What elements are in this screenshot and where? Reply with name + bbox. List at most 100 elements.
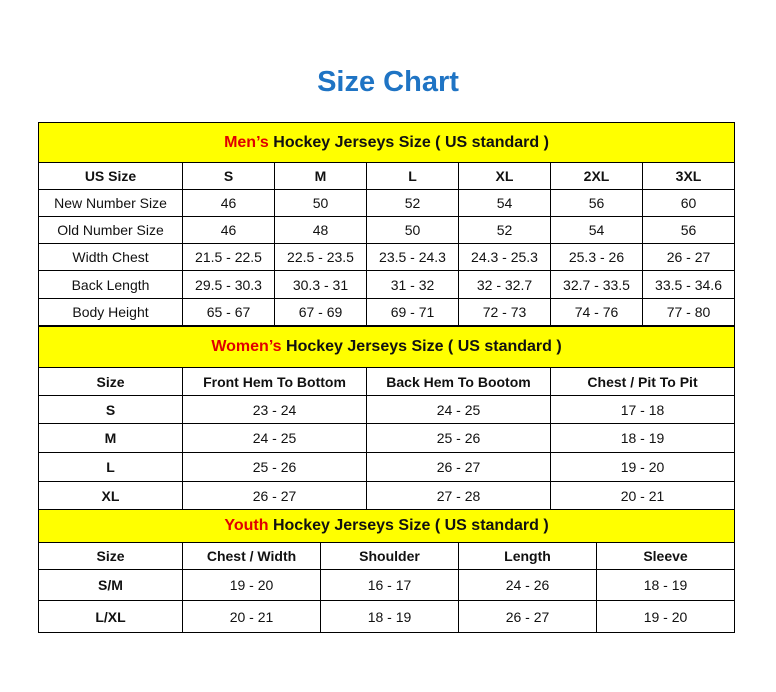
table-cell: 25 - 26 <box>366 423 551 453</box>
table-cell: 46 <box>182 216 275 244</box>
table-cell: 67 - 69 <box>274 298 367 326</box>
column-header: Chest / Pit To Pit <box>549 367 736 396</box>
table-cell: 31 - 32 <box>366 270 459 299</box>
table-cell: 24 - 25 <box>366 395 551 424</box>
table-cell: 52 <box>458 216 551 244</box>
table-cell: 54 <box>550 216 643 244</box>
heading-text: Hockey Jerseys Size ( US standard ) <box>268 133 549 151</box>
table-cell: 18 - 19 <box>320 600 459 633</box>
table-cell: 16 - 17 <box>320 569 459 601</box>
table-cell: 26 - 27 <box>182 481 367 511</box>
column-header-row: Size Front Hem To Bottom Back Hem To Booto… <box>38 367 736 396</box>
table-cell: 20 - 21 <box>549 481 736 511</box>
table-cell: 24 - 25 <box>182 423 367 453</box>
table-cell: 19 - 20 <box>595 600 736 633</box>
table-cell: 23.5 - 24.3 <box>366 243 459 271</box>
column-header: Front Hem To Bottom <box>182 367 367 396</box>
heading-highlight: Men’s <box>224 133 269 151</box>
table-cell: 77 - 80 <box>641 298 736 326</box>
table-cell: 30.3 - 31 <box>274 270 367 299</box>
table-cell: 56 <box>641 216 736 244</box>
table-cell: 50 <box>366 216 459 244</box>
row-label: M <box>38 423 183 453</box>
table-cell: 48 <box>274 216 367 244</box>
column-header: 3XL <box>641 162 736 190</box>
womens-size-table: Women’s Hockey Jerseys Size ( US standar… <box>37 326 736 511</box>
table-cell: 24.3 - 25.3 <box>458 243 551 271</box>
row-label: Width Chest <box>38 243 183 271</box>
column-header: US Size <box>38 162 183 190</box>
table-cell: 20 - 21 <box>182 600 321 633</box>
table-cell: 17 - 18 <box>549 395 736 424</box>
row-label: Back Length <box>38 270 183 299</box>
table-cell: 60 <box>641 189 736 217</box>
table-cell: 72 - 73 <box>458 298 551 326</box>
table-cell: 19 - 20 <box>549 452 736 482</box>
column-header: Size <box>38 542 183 570</box>
table-cell: 25.3 - 26 <box>550 243 643 271</box>
row-label: XL <box>38 481 183 511</box>
section-heading: Women’s Hockey Jerseys Size ( US standar… <box>37 326 736 368</box>
table-row: M 24 - 25 25 - 26 18 - 19 <box>38 423 736 453</box>
table-cell: 18 - 19 <box>595 569 736 601</box>
table-row: S/M 19 - 20 16 - 17 24 - 26 18 - 19 <box>38 569 736 601</box>
column-header: Shoulder <box>320 542 459 570</box>
column-header: Chest / Width <box>182 542 321 570</box>
table-cell: 26 - 27 <box>458 600 597 633</box>
column-header: Back Hem To Bootom <box>366 367 551 396</box>
column-header: M <box>274 162 367 190</box>
table-cell: 52 <box>366 189 459 217</box>
table-cell: 32.7 - 33.5 <box>550 270 643 299</box>
table-cell: 29.5 - 30.3 <box>182 270 275 299</box>
table-cell: 65 - 67 <box>182 298 275 326</box>
table-row: Old Number Size 46 48 50 52 54 56 <box>38 216 736 244</box>
table-cell: 27 - 28 <box>366 481 551 511</box>
table-row: Back Length 29.5 - 30.3 30.3 - 31 31 - 32 32… <box>38 270 736 299</box>
section-heading: Youth Hockey Jerseys Size ( US standard … <box>37 509 736 543</box>
table-row: L 25 - 26 26 - 27 19 - 20 <box>38 452 736 482</box>
row-label: Body Height <box>38 298 183 326</box>
heading-highlight: Youth <box>224 517 269 534</box>
table-cell: 46 <box>182 189 275 217</box>
table-cell: 19 - 20 <box>182 569 321 601</box>
table-cell: 18 - 19 <box>549 423 736 453</box>
table-cell: 26 - 27 <box>641 243 736 271</box>
table-row: Body Height 65 - 67 67 - 69 69 - 71 72 - 73 7… <box>38 298 736 326</box>
table-row: S 23 - 24 24 - 25 17 - 18 <box>38 395 736 424</box>
column-header-row: US Size S M L XL 2XL 3XL <box>38 162 736 190</box>
table-row: XL 26 - 27 27 - 28 20 - 21 <box>38 481 736 511</box>
heading-highlight: Women’s <box>211 338 282 355</box>
column-header: L <box>366 162 459 190</box>
table-cell: 32 - 32.7 <box>458 270 551 299</box>
row-label: L/XL <box>38 600 183 633</box>
table-row: Width Chest 21.5 - 22.5 22.5 - 23.5 23.5 - … <box>38 243 736 271</box>
section-heading: Men’s Hockey Jerseys Size ( US standard … <box>37 122 736 163</box>
column-header: Size <box>38 367 183 396</box>
table-cell: 21.5 - 22.5 <box>182 243 275 271</box>
table-cell: 56 <box>550 189 643 217</box>
row-label: L <box>38 452 183 482</box>
table-cell: 24 - 26 <box>458 569 597 601</box>
row-label: S <box>38 395 183 424</box>
youth-size-table: Youth Hockey Jerseys Size ( US standard … <box>37 509 736 633</box>
column-header-row: Size Chest / Width Shoulder Length Sleeve <box>38 542 736 570</box>
table-cell: 74 - 76 <box>550 298 643 326</box>
table-cell: 25 - 26 <box>182 452 367 482</box>
page-title: Size Chart <box>317 66 459 98</box>
table-cell: 54 <box>458 189 551 217</box>
heading-text: Hockey Jerseys Size ( US standard ) <box>268 517 549 534</box>
row-label: S/M <box>38 569 183 601</box>
column-header: 2XL <box>550 162 643 190</box>
table-row: New Number Size 46 50 52 54 56 60 <box>38 189 736 217</box>
table-cell: 33.5 - 34.6 <box>641 270 736 299</box>
table-cell: 26 - 27 <box>366 452 551 482</box>
table-row: L/XL 20 - 21 18 - 19 26 - 27 19 - 20 <box>38 600 736 633</box>
column-header: XL <box>458 162 551 190</box>
table-cell: 23 - 24 <box>182 395 367 424</box>
heading-text: Hockey Jerseys Size ( US standard ) <box>281 338 562 355</box>
row-label: New Number Size <box>38 189 183 217</box>
row-label: Old Number Size <box>38 216 183 244</box>
table-cell: 50 <box>274 189 367 217</box>
table-cell: 22.5 - 23.5 <box>274 243 367 271</box>
column-header: S <box>182 162 275 190</box>
